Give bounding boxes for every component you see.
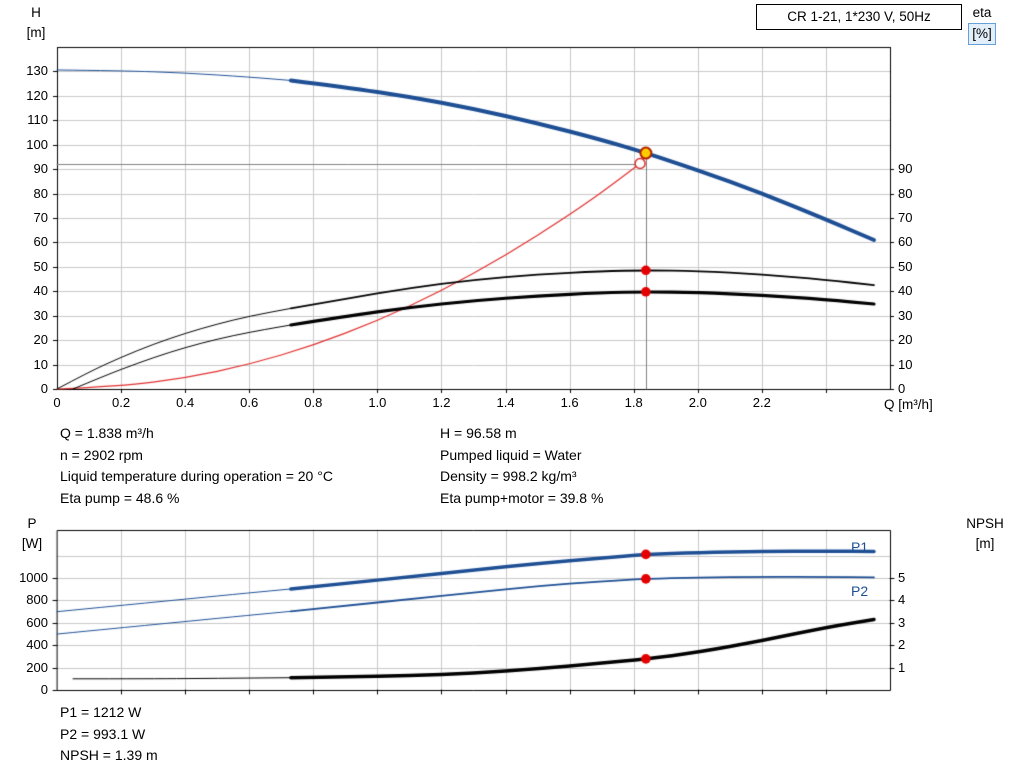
npsh-axis-unit: [m] xyxy=(975,536,995,551)
info-line: Eta pump+motor = 39.8 % xyxy=(440,489,604,506)
info-line: NPSH = 1.39 m xyxy=(60,747,158,763)
info-line: Density = 998.2 kg/m³ xyxy=(440,468,577,484)
p1-curve-label: P1 xyxy=(851,539,869,555)
h-axis-name: H xyxy=(31,5,41,20)
info-line: P1 = 1212 W xyxy=(60,704,142,720)
info-line: Liquid temperature during operation = 20… xyxy=(60,468,333,484)
eta-axis-label: eta [%] xyxy=(956,3,1008,45)
p-axis-name: P xyxy=(27,516,37,531)
info-line: n = 2902 rpm xyxy=(60,446,143,463)
p-axis-unit: [W] xyxy=(21,536,43,551)
npsh-axis-label: NPSH [m] xyxy=(954,514,1016,554)
q-axis-label: Q [m³/h] xyxy=(884,397,933,412)
info-line: Eta pump = 48.6 % xyxy=(60,489,180,506)
h-axis-unit: [m] xyxy=(26,25,46,40)
info-line: Q = 1.838 m³/h xyxy=(60,425,154,441)
h-axis-label: H [m] xyxy=(16,3,56,43)
duty-info-right: H = 96.58 m Pumped liquid = Water Densit… xyxy=(440,423,603,509)
power-npsh-info: P1 = 1212 W P2 = 993.1 W NPSH = 1.39 m xyxy=(60,702,158,767)
npsh-axis-name: NPSH xyxy=(966,516,1004,531)
eta-axis-name: eta xyxy=(972,5,992,20)
pump-model-label: CR 1-21, 1*230 V, 50Hz xyxy=(787,9,931,24)
info-line: H = 96.58 m xyxy=(440,425,517,441)
pump-model-box: CR 1-21, 1*230 V, 50Hz xyxy=(756,4,962,30)
info-line: Pumped liquid = Water xyxy=(440,446,582,463)
duty-info-left: Q = 1.838 m³/h n = 2902 rpm Liquid tempe… xyxy=(60,423,333,509)
p2-curve-label: P2 xyxy=(851,583,869,599)
eta-axis-unit: [%] xyxy=(968,23,996,45)
info-line: P2 = 993.1 W xyxy=(60,725,146,742)
p-axis-label: P [W] xyxy=(12,514,52,554)
